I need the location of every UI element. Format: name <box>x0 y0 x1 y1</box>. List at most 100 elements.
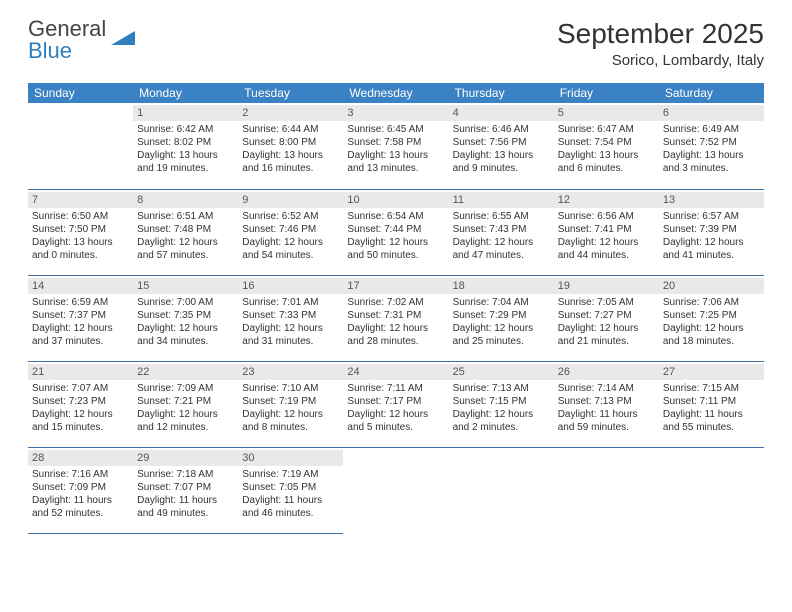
sunrise-line: Sunrise: 6:51 AM <box>137 210 234 223</box>
calendar-cell: 1Sunrise: 6:42 AMSunset: 8:02 PMDaylight… <box>133 103 238 189</box>
daylight-line: Daylight: 13 hours and 9 minutes. <box>453 149 550 175</box>
sunset-line: Sunset: 7:48 PM <box>137 223 234 236</box>
day-number: 30 <box>238 450 343 466</box>
calendar-row: 1Sunrise: 6:42 AMSunset: 8:02 PMDaylight… <box>28 103 764 189</box>
daylight-line: Daylight: 12 hours and 44 minutes. <box>558 236 655 262</box>
day-number: 17 <box>343 278 448 294</box>
sunrise-line: Sunrise: 6:59 AM <box>32 296 129 309</box>
sunrise-line: Sunrise: 7:16 AM <box>32 468 129 481</box>
day-number: 24 <box>343 364 448 380</box>
calendar-cell <box>449 447 554 533</box>
day-number: 3 <box>343 105 448 121</box>
sunrise-line: Sunrise: 7:15 AM <box>663 382 760 395</box>
sunrise-line: Sunrise: 6:47 AM <box>558 123 655 136</box>
calendar-cell: 17Sunrise: 7:02 AMSunset: 7:31 PMDayligh… <box>343 275 448 361</box>
day-number: 10 <box>343 192 448 208</box>
day-number: 23 <box>238 364 343 380</box>
calendar-cell: 22Sunrise: 7:09 AMSunset: 7:21 PMDayligh… <box>133 361 238 447</box>
day-number: 16 <box>238 278 343 294</box>
daylight-line: Daylight: 12 hours and 21 minutes. <box>558 322 655 348</box>
day-number: 11 <box>449 192 554 208</box>
sunrise-line: Sunrise: 7:11 AM <box>347 382 444 395</box>
day-number: 26 <box>554 364 659 380</box>
weekday-header: Wednesday <box>343 83 448 103</box>
day-number: 21 <box>28 364 133 380</box>
sunrise-line: Sunrise: 7:01 AM <box>242 296 339 309</box>
day-number: 15 <box>133 278 238 294</box>
calendar-cell: 23Sunrise: 7:10 AMSunset: 7:19 PMDayligh… <box>238 361 343 447</box>
calendar-cell: 15 Sunrise: 7:00 AMSunset: 7:35 PMDayligh… <box>133 275 238 361</box>
day-number: 7 <box>28 192 133 208</box>
day-number: 22 <box>133 364 238 380</box>
calendar-row: 7Sunrise: 6:50 AMSunset: 7:50 PMDaylight… <box>28 189 764 275</box>
day-number: 6 <box>659 105 764 121</box>
sunrise-line: Sunrise: 6:44 AM <box>242 123 339 136</box>
daylight-line: Daylight: 12 hours and 37 minutes. <box>32 322 129 348</box>
sunset-line: Sunset: 7:39 PM <box>663 223 760 236</box>
calendar-row: 21Sunrise: 7:07 AMSunset: 7:23 PMDayligh… <box>28 361 764 447</box>
daylight-line: Daylight: 13 hours and 6 minutes. <box>558 149 655 175</box>
sunrise-line: Sunrise: 6:56 AM <box>558 210 655 223</box>
day-number: 25 <box>449 364 554 380</box>
calendar-cell: 20Sunrise: 7:06 AMSunset: 7:25 PMDayligh… <box>659 275 764 361</box>
logo-triangle-icon <box>109 29 137 51</box>
calendar-cell: 2Sunrise: 6:44 AMSunset: 8:00 PMDaylight… <box>238 103 343 189</box>
daylight-line: Daylight: 12 hours and 31 minutes. <box>242 322 339 348</box>
sunset-line: Sunset: 7:23 PM <box>32 395 129 408</box>
sunrise-line: Sunrise: 7:13 AM <box>453 382 550 395</box>
weekday-header: Tuesday <box>238 83 343 103</box>
daylight-line: Daylight: 12 hours and 5 minutes. <box>347 408 444 434</box>
sunset-line: Sunset: 7:27 PM <box>558 309 655 322</box>
weekday-header-row: Sunday Monday Tuesday Wednesday Thursday… <box>28 83 764 103</box>
sunrise-line: Sunrise: 7:14 AM <box>558 382 655 395</box>
calendar-cell <box>659 447 764 533</box>
daylight-line: Daylight: 12 hours and 25 minutes. <box>453 322 550 348</box>
day-number: 20 <box>659 278 764 294</box>
sunset-line: Sunset: 7:41 PM <box>558 223 655 236</box>
calendar-cell: 21Sunrise: 7:07 AMSunset: 7:23 PMDayligh… <box>28 361 133 447</box>
sunset-line: Sunset: 7:43 PM <box>453 223 550 236</box>
calendar-cell: 9Sunrise: 6:52 AMSunset: 7:46 PMDaylight… <box>238 189 343 275</box>
sunset-line: Sunset: 7:35 PM <box>137 309 234 322</box>
daylight-line: Daylight: 11 hours and 49 minutes. <box>137 494 234 520</box>
sunset-line: Sunset: 8:00 PM <box>242 136 339 149</box>
day-number: 9 <box>238 192 343 208</box>
title-location: Sorico, Lombardy, Italy <box>557 52 764 69</box>
sunrise-line: Sunrise: 7:00 AM <box>137 296 234 309</box>
calendar-table: Sunday Monday Tuesday Wednesday Thursday… <box>28 83 764 534</box>
daylight-line: Daylight: 12 hours and 28 minutes. <box>347 322 444 348</box>
daylight-line: Daylight: 12 hours and 12 minutes. <box>137 408 234 434</box>
calendar-cell: 29Sunrise: 7:18 AMSunset: 7:07 PMDayligh… <box>133 447 238 533</box>
sunset-line: Sunset: 7:52 PM <box>663 136 760 149</box>
sunset-line: Sunset: 7:17 PM <box>347 395 444 408</box>
weekday-header: Monday <box>133 83 238 103</box>
sunset-line: Sunset: 7:54 PM <box>558 136 655 149</box>
day-number: 27 <box>659 364 764 380</box>
sunset-line: Sunset: 7:09 PM <box>32 481 129 494</box>
weekday-header: Sunday <box>28 83 133 103</box>
day-number: 14 <box>28 278 133 294</box>
sunrise-line: Sunrise: 7:18 AM <box>137 468 234 481</box>
daylight-line: Daylight: 12 hours and 18 minutes. <box>663 322 760 348</box>
day-number: 1 <box>133 105 238 121</box>
daylight-line: Daylight: 13 hours and 13 minutes. <box>347 149 444 175</box>
sunset-line: Sunset: 7:33 PM <box>242 309 339 322</box>
calendar-cell: 12Sunrise: 6:56 AMSunset: 7:41 PMDayligh… <box>554 189 659 275</box>
sunrise-line: Sunrise: 7:06 AM <box>663 296 760 309</box>
daylight-line: Daylight: 13 hours and 19 minutes. <box>137 149 234 175</box>
day-number: 19 <box>554 278 659 294</box>
daylight-line: Daylight: 11 hours and 46 minutes. <box>242 494 339 520</box>
sunset-line: Sunset: 7:19 PM <box>242 395 339 408</box>
logo-text: General Blue <box>28 18 106 62</box>
calendar-cell: 18Sunrise: 7:04 AMSunset: 7:29 PMDayligh… <box>449 275 554 361</box>
sunset-line: Sunset: 7:56 PM <box>453 136 550 149</box>
day-number: 4 <box>449 105 554 121</box>
daylight-line: Daylight: 11 hours and 52 minutes. <box>32 494 129 520</box>
day-number: 28 <box>28 450 133 466</box>
calendar-row: 14Sunrise: 6:59 AMSunset: 7:37 PMDayligh… <box>28 275 764 361</box>
daylight-line: Daylight: 13 hours and 0 minutes. <box>32 236 129 262</box>
sunset-line: Sunset: 7:11 PM <box>663 395 760 408</box>
sunrise-line: Sunrise: 6:55 AM <box>453 210 550 223</box>
day-number: 5 <box>554 105 659 121</box>
daylight-line: Daylight: 12 hours and 34 minutes. <box>137 322 234 348</box>
